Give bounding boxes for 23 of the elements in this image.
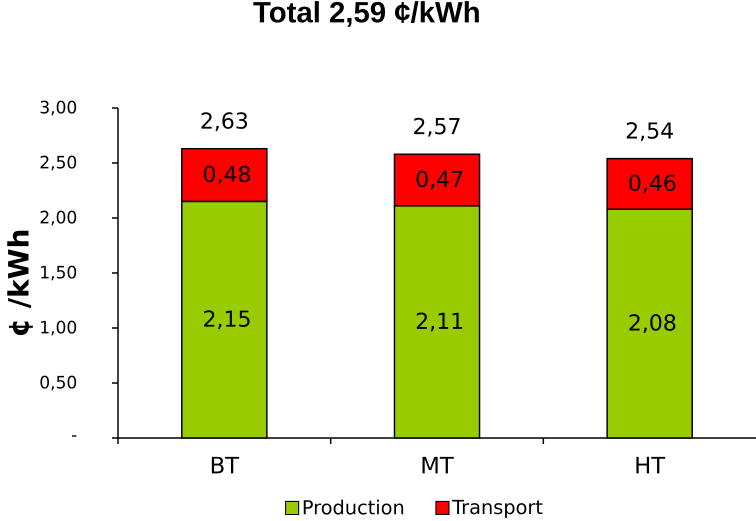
y-tick-label: 2,50 xyxy=(40,156,76,170)
total-label: 2,54 xyxy=(626,122,673,142)
legend-label: Transport xyxy=(452,500,542,518)
data-label: 2,08 xyxy=(629,314,676,334)
total-label: 2,57 xyxy=(414,118,460,137)
y-tick-label: 1,50 xyxy=(41,266,76,280)
data-label: 2,15 xyxy=(204,310,250,330)
x-tick-label: HT xyxy=(636,456,666,474)
total-label: 2,63 xyxy=(201,112,248,132)
data-label: 2,11 xyxy=(416,312,462,332)
y-tick-label: 1,00 xyxy=(41,320,76,336)
y-axis-title: ¢ /kWh xyxy=(7,230,33,336)
data-label: 0,48 xyxy=(204,166,250,185)
x-tick-label: BT xyxy=(212,456,240,474)
x-tick-label: MT xyxy=(422,456,454,474)
legend-label: Production xyxy=(304,500,404,515)
y-tick-label: - xyxy=(72,435,76,437)
y-tick-label: 2,00 xyxy=(40,210,76,226)
y-tick-label: 0,50 xyxy=(40,376,76,390)
data-label: 0,46 xyxy=(629,174,676,194)
chart-title: Total 2,59 ¢/kWh xyxy=(253,1,479,27)
data-label: 0,47 xyxy=(416,170,462,190)
y-tick-label: 3,00 xyxy=(40,100,76,116)
